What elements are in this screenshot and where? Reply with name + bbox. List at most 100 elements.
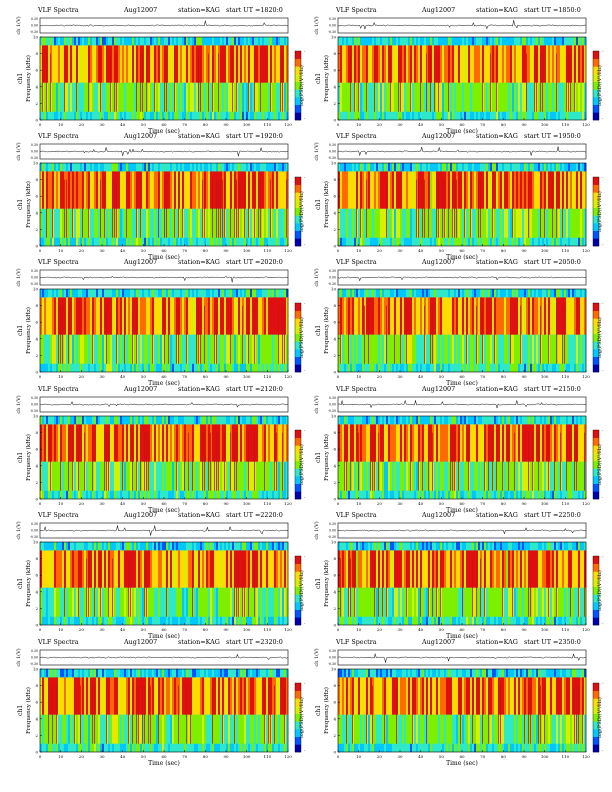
y-tick-label: 2	[333, 227, 336, 232]
x-tick-label: 120	[582, 374, 590, 379]
y-tick-label: 0	[333, 118, 336, 123]
x-tick-label: 10	[356, 248, 362, 253]
x-tick-label: 110	[562, 754, 570, 759]
panel-date: Aug12007	[422, 132, 456, 140]
y-axis-label: Frequency (kHz)	[25, 687, 32, 734]
panel-station: station=KAG	[476, 132, 518, 140]
x-tick-label: 30	[397, 501, 403, 506]
x-tick-label: 90	[521, 248, 527, 253]
colorbar-label: log(PSD)(V²/Hz)	[298, 570, 305, 611]
y-tick-label: 8	[35, 177, 38, 182]
waveform-tick-label: 0.30	[329, 396, 336, 400]
colorbar-tick-label: -	[304, 116, 306, 121]
spectrogram-image	[40, 542, 289, 625]
panel-title: VLF Spectra	[38, 258, 79, 266]
y-tick-label: 8	[35, 430, 38, 435]
y-tick-label: 10	[33, 35, 39, 40]
panel-title: VLF Spectra	[336, 132, 377, 140]
panel-title: VLF Spectra	[336, 385, 377, 393]
waveform-frame	[39, 17, 289, 34]
panel-title: VLF Spectra	[336, 638, 377, 646]
x-axis-label: Time (sec)	[148, 380, 180, 387]
x-tick-label: 70	[480, 754, 486, 759]
x-tick-label: 20	[377, 501, 383, 506]
x-tick-label: 90	[223, 501, 229, 506]
waveform-tick-label: 0.00	[329, 24, 336, 28]
y-tick-label: 10	[33, 287, 39, 292]
x-tick-label: 100	[541, 501, 549, 506]
spectrogram-panel: VLF Spectra Aug12007 station=KAG start UT =…	[10, 384, 310, 514]
x-tick-label: 70	[182, 122, 188, 127]
x-tick-label: 90	[223, 627, 229, 632]
x-axis-label: Time (sec)	[148, 507, 180, 514]
x-tick-label: 60	[161, 627, 167, 632]
y-tick-label: 8	[333, 51, 336, 56]
y-tick-label: 2	[35, 101, 38, 106]
x-tick-label: 90	[223, 754, 229, 759]
waveform-ylabel: ch 1(V)	[313, 521, 320, 539]
x-tick-label: 70	[480, 248, 486, 253]
channel-label: ch1	[17, 199, 24, 210]
y-tick-label: 4	[35, 210, 38, 215]
y-tick-label: 8	[35, 303, 38, 308]
y-tick-label: 10	[331, 667, 337, 672]
x-tick-label: 60	[161, 248, 167, 253]
x-tick-label: 70	[480, 374, 486, 379]
panel-date: Aug12007	[124, 638, 158, 646]
x-tick-label: 110	[562, 501, 570, 506]
x-tick-label: 20	[377, 754, 383, 759]
colorbar-tick-label: -	[602, 621, 604, 626]
waveform-tick-label: 0.00	[31, 403, 38, 407]
y-tick-label: 0	[35, 623, 38, 628]
spectrogram-panel: VLF Spectra Aug12007 station=KAG start UT =…	[10, 257, 310, 387]
waveform-trace	[337, 146, 586, 156]
x-tick-label: 60	[161, 374, 167, 379]
panel-start-time: start UT =2250:0	[524, 511, 581, 519]
x-tick-label: 100	[243, 627, 251, 632]
x-tick-label: 120	[582, 501, 590, 506]
x-tick-label: 50	[141, 248, 147, 253]
x-axis-label: Time (sec)	[446, 760, 478, 767]
y-tick-label: 6	[333, 194, 336, 199]
x-tick-label: 120	[582, 754, 590, 759]
y-tick-label: 10	[331, 414, 337, 419]
channel-label: ch1	[315, 325, 322, 336]
waveform-tick-label: 0.30	[31, 143, 38, 147]
panel-station: station=KAG	[178, 258, 220, 266]
y-axis-label: Frequency (kHz)	[25, 307, 32, 354]
x-tick-label: 110	[264, 248, 272, 253]
x-tick-label: 110	[562, 122, 570, 127]
x-tick-label: 80	[501, 501, 507, 506]
x-tick-label: 40	[418, 374, 424, 379]
waveform-frame	[39, 396, 289, 413]
waveform-tick-label: 0.30	[329, 269, 336, 273]
panel-start-time: start UT =2050:0	[524, 258, 581, 266]
waveform-tick-label: -0.30	[328, 30, 336, 34]
x-tick-label: 30	[99, 122, 105, 127]
x-tick-label: 10	[58, 374, 64, 379]
x-tick-label: 40	[418, 501, 424, 506]
x-tick-label: 40	[120, 627, 126, 632]
x-tick-label: 70	[182, 374, 188, 379]
x-tick-label: 120	[582, 248, 590, 253]
x-tick-label: 80	[203, 501, 209, 506]
colorbar-tick-label: -	[304, 301, 306, 306]
waveform-tick-label: -0.30	[30, 535, 38, 539]
x-tick-label: 0	[337, 122, 340, 127]
x-tick-label: 100	[243, 374, 251, 379]
x-tick-label: 20	[377, 627, 383, 632]
colorbar-label: log(PSD)(V²/Hz)	[298, 65, 305, 106]
colorbar-label: log(PSD)(V²/Hz)	[596, 317, 603, 358]
waveform-tick-label: 0.00	[329, 529, 336, 533]
x-tick-label: 50	[141, 754, 147, 759]
x-tick-label: 0	[337, 627, 340, 632]
panel-date: Aug12007	[124, 132, 158, 140]
x-tick-label: 40	[120, 754, 126, 759]
spectrogram-image	[338, 37, 587, 120]
colorbar-tick-label: -	[304, 49, 306, 54]
x-tick-label: 10	[58, 122, 64, 127]
x-axis-label: Time (sec)	[148, 760, 180, 767]
